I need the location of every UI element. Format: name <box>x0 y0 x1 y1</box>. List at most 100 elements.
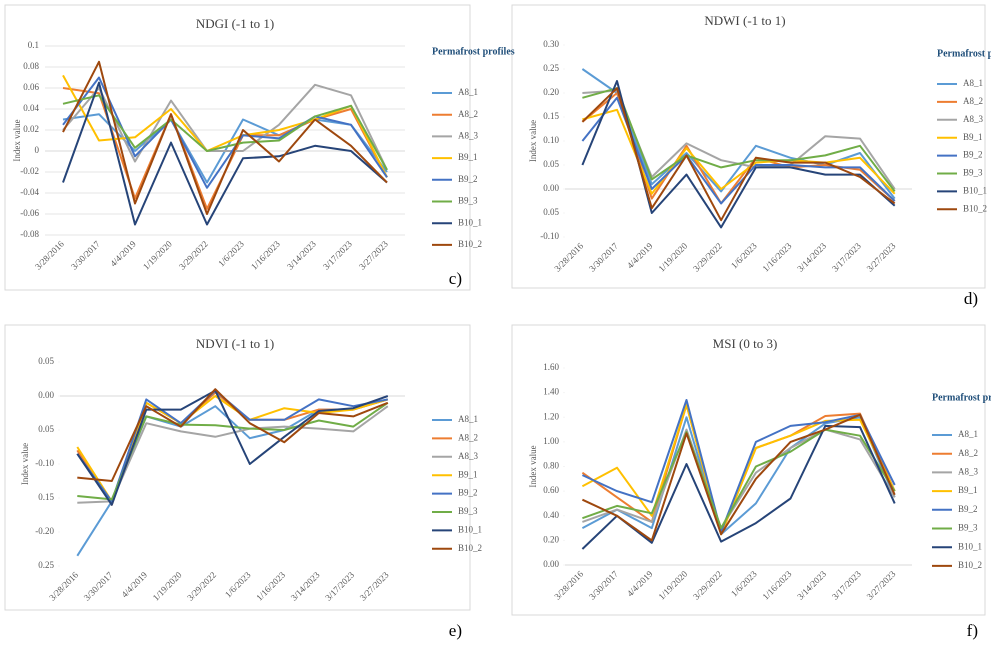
panel-label: c) <box>449 269 462 288</box>
legend-label: B9_1 <box>963 132 983 142</box>
x-tick-label: 3/28/2016 <box>552 568 585 601</box>
x-tick-label: 3/29/2022 <box>177 239 210 272</box>
legend-label: A8_1 <box>963 78 983 88</box>
x-tick-label: 3/17/2023 <box>321 238 354 271</box>
series-line <box>581 80 896 229</box>
legend-label: B9_2 <box>458 488 478 498</box>
series-line <box>76 398 389 557</box>
series-line <box>77 388 389 482</box>
x-tick-label: 1/19/2020 <box>151 569 184 602</box>
series-line <box>581 68 896 200</box>
x-tick-label: 1/6/2023 <box>216 238 246 268</box>
y-tick-label: 0.02 <box>23 124 39 134</box>
y-axis-label: Index value <box>20 443 30 485</box>
y-axis-label: Index value <box>528 445 538 487</box>
y-tick-label: 1.00 <box>543 436 559 446</box>
panel-label: f) <box>967 621 978 640</box>
x-tick-label: 3/14/2023 <box>285 238 318 271</box>
x-tick-label: 3/17/2023 <box>830 240 863 273</box>
x-tick-label: 3/14/2023 <box>795 240 828 273</box>
y-tick-label: 0.00 <box>38 390 54 400</box>
legend-label: B10_1 <box>963 185 987 195</box>
legend-label: A8_3 <box>458 451 478 461</box>
x-tick-label: 4/4/2019 <box>625 240 655 270</box>
panel-frame <box>511 324 986 616</box>
x-tick-label: 1/16/2023 <box>761 240 794 273</box>
legend-label: B9_3 <box>458 506 478 516</box>
x-tick-label: 1/19/2020 <box>141 238 174 271</box>
y-tick-label: 0.05 <box>38 424 54 434</box>
x-tick-label: 3/27/2023 <box>358 569 391 602</box>
legend-label: B9_1 <box>458 152 478 162</box>
legend-label: B9_1 <box>458 469 478 479</box>
series-line <box>582 87 896 193</box>
y-tick-label: 0.08 <box>23 61 39 71</box>
series-line <box>62 83 388 171</box>
legend-label: B9_3 <box>958 523 978 533</box>
y-tick-label: 0.00 <box>543 183 559 193</box>
x-tick-label: 1/6/2023 <box>223 569 253 599</box>
x-tick-label: 1/16/2023 <box>761 568 794 601</box>
series-line <box>582 108 896 195</box>
series-line <box>581 413 896 542</box>
y-tick-label: 0.15 <box>38 492 54 502</box>
y-tick-label: 0.60 <box>543 485 559 495</box>
y-tick-label: -0.20 <box>35 526 54 536</box>
legend-label: A8_2 <box>963 96 983 106</box>
series-line <box>62 74 388 178</box>
legend-label: B9_2 <box>458 174 478 184</box>
y-tick-label: 0.05 <box>543 207 559 217</box>
panel-frame <box>511 4 986 289</box>
legend-label: B9_2 <box>958 504 978 514</box>
legend-title: Permafrost profiles <box>937 48 991 59</box>
y-tick-label: 0.80 <box>543 461 559 471</box>
panel-label: e) <box>449 621 462 640</box>
y-tick-label: 0.25 <box>38 560 54 570</box>
x-tick-label: 3/14/2023 <box>289 569 322 602</box>
x-tick-label: 4/4/2019 <box>625 568 655 598</box>
y-axis-label: Index value <box>12 119 22 161</box>
x-tick-label: 3/28/2016 <box>552 240 585 273</box>
x-tick-label: 3/30/2017 <box>69 238 102 271</box>
y-tick-label: 0.1 <box>28 40 39 50</box>
x-tick-label: 3/27/2023 <box>865 240 898 273</box>
x-tick-label: 3/28/2016 <box>47 569 80 602</box>
y-tick-label: -0.02 <box>20 166 39 176</box>
legend-label: A8_2 <box>458 109 478 119</box>
panel-frame <box>4 324 471 611</box>
legend-label: B10_1 <box>958 541 982 551</box>
y-axis-label: Index value <box>528 120 538 162</box>
x-tick-label: 3/17/2023 <box>323 569 356 602</box>
y-tick-label: 1.60 <box>543 362 559 372</box>
y-tick-label: -0.04 <box>20 187 39 197</box>
legend-label: B10_1 <box>458 217 482 227</box>
legend-label: A8_1 <box>458 414 478 424</box>
series-line <box>62 81 388 226</box>
y-tick-label: 0.15 <box>543 111 559 121</box>
series-line <box>76 389 389 506</box>
y-tick-label: -0.10 <box>540 231 559 241</box>
legend-label: A8_3 <box>958 466 978 476</box>
series-line <box>581 399 896 533</box>
x-tick-label: 3/17/2023 <box>830 568 863 601</box>
series-line <box>62 76 388 189</box>
x-tick-label: 1/6/2023 <box>729 240 759 270</box>
y-tick-label: 1.40 <box>543 387 559 397</box>
panel-label: d) <box>964 289 978 308</box>
x-tick-label: 3/27/2023 <box>865 568 898 601</box>
y-tick-label: 0.20 <box>543 534 559 544</box>
y-tick-label: 0.00 <box>543 559 559 569</box>
chart-title: MSI (0 to 3) <box>713 336 778 351</box>
y-tick-label: -0.10 <box>35 458 54 468</box>
legend-label: B9_3 <box>963 168 983 178</box>
x-tick-label: 3/30/2017 <box>587 240 620 273</box>
legend-label: A8_2 <box>458 432 478 442</box>
series-line <box>582 428 896 530</box>
legend-label: A8_1 <box>958 429 978 439</box>
series-line <box>582 428 896 530</box>
series-line <box>62 60 388 215</box>
series-line <box>581 403 896 536</box>
legend-title: Permafrost profiles <box>432 46 515 57</box>
series-line <box>76 395 389 503</box>
